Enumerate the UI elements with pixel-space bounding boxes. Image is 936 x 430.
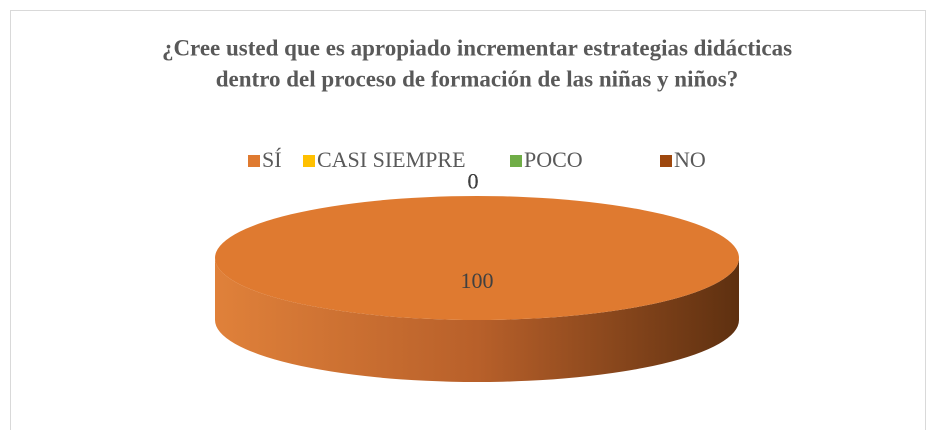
legend-swatch: [660, 155, 672, 167]
chart-title: ¿Cree usted que es apropiado incrementar…: [162, 35, 792, 60]
pie-slice: [215, 196, 739, 320]
data-label: 100: [461, 268, 494, 293]
chart-title: dentro del proceso de formación de las n…: [216, 66, 738, 91]
data-label: 0: [468, 169, 479, 194]
legend-label: NO: [674, 147, 706, 172]
data-label: 0: [468, 169, 479, 194]
legend-swatch: [248, 155, 260, 167]
data-label: 0: [468, 169, 479, 194]
legend-label: POCO: [524, 147, 583, 172]
legend-label: SÍ: [262, 147, 282, 172]
legend-swatch: [303, 155, 315, 167]
legend-label: CASI SIEMPRE: [317, 147, 466, 172]
legend-swatch: [510, 155, 522, 167]
